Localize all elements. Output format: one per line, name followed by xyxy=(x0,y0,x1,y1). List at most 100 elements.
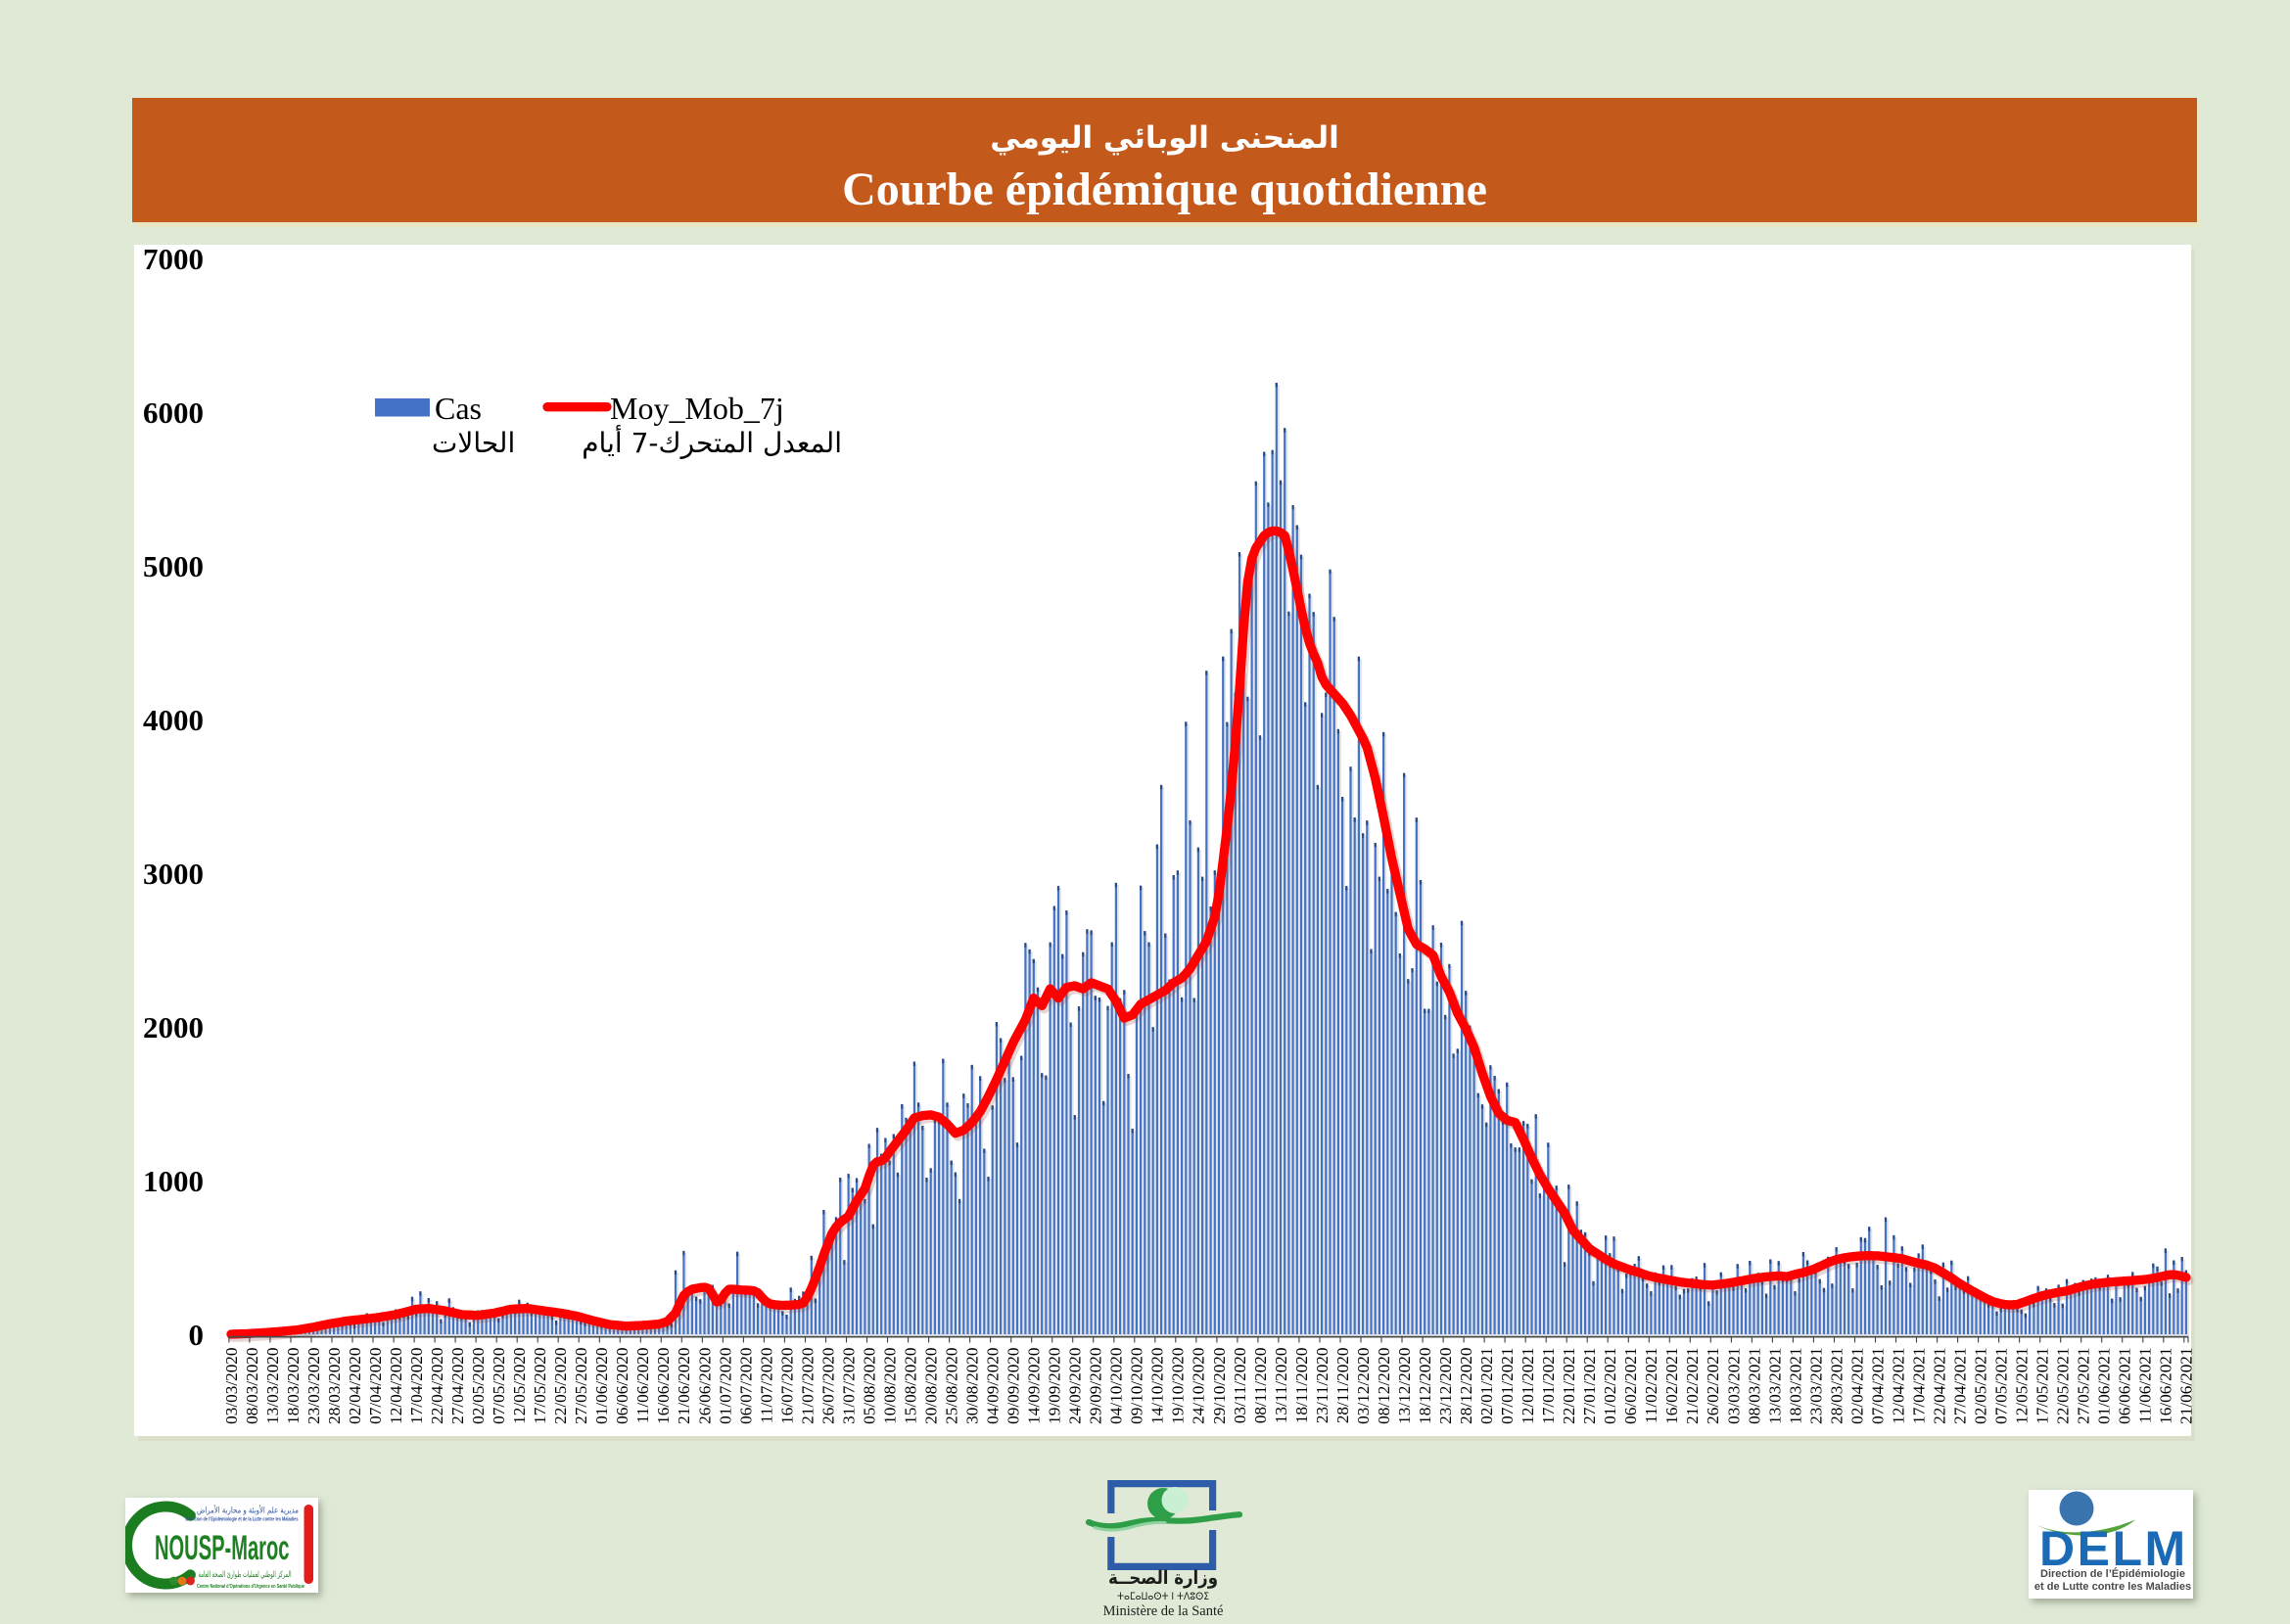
svg-text:13/12/2020: 13/12/2020 xyxy=(1395,1348,1414,1424)
svg-text:19/09/2020: 19/09/2020 xyxy=(1046,1348,1064,1424)
svg-text:19/10/2020: 19/10/2020 xyxy=(1169,1348,1188,1424)
svg-text:11/06/2021: 11/06/2021 xyxy=(2136,1348,2155,1424)
svg-text:07/05/2021: 07/05/2021 xyxy=(1992,1348,2011,1424)
svg-text:17/05/2020: 17/05/2020 xyxy=(531,1348,549,1424)
svg-text:07/05/2020: 07/05/2020 xyxy=(490,1348,508,1424)
svg-text:25/08/2020: 25/08/2020 xyxy=(943,1348,961,1424)
svg-text:01/06/2021: 01/06/2021 xyxy=(2095,1348,2114,1424)
svg-text:15/08/2020: 15/08/2020 xyxy=(902,1348,920,1424)
svg-text:31/07/2020: 31/07/2020 xyxy=(839,1348,858,1424)
svg-text:Cas: Cas xyxy=(435,391,482,426)
svg-text:5000: 5000 xyxy=(143,549,204,583)
svg-text:3000: 3000 xyxy=(143,857,204,891)
svg-text:21/06/2020: 21/06/2020 xyxy=(675,1348,693,1424)
svg-text:26/02/2021: 26/02/2021 xyxy=(1704,1348,1722,1424)
svg-text:27/05/2020: 27/05/2020 xyxy=(572,1348,590,1424)
svg-text:7000: 7000 xyxy=(143,242,204,276)
svg-text:02/01/2021: 02/01/2021 xyxy=(1477,1348,1496,1424)
svg-text:وزارة الصحــة: وزارة الصحــة xyxy=(1108,1567,1218,1589)
svg-text:21/07/2020: 21/07/2020 xyxy=(798,1348,817,1424)
svg-text:16/02/2021: 16/02/2021 xyxy=(1662,1348,1681,1424)
svg-text:ⵜⴰⵎⴰⵡⴰⵙⵜ ⵏ ⵜⴷⵓⵙⵉ: ⵜⴰⵎⴰⵡⴰⵙⵜ ⵏ ⵜⴷⵓⵙⵉ xyxy=(1117,1591,1209,1602)
svg-text:المعدل المتحرك-7 أيام: المعدل المتحرك-7 أيام xyxy=(582,424,842,459)
svg-text:08/03/2021: 08/03/2021 xyxy=(1745,1348,1763,1424)
svg-text:23/03/2021: 23/03/2021 xyxy=(1806,1348,1825,1424)
svg-text:29/09/2020: 29/09/2020 xyxy=(1087,1348,1105,1424)
svg-text:13/11/2020: 13/11/2020 xyxy=(1272,1348,1290,1424)
svg-text:27/04/2021: 27/04/2021 xyxy=(1951,1348,1970,1424)
svg-text:04/10/2020: 04/10/2020 xyxy=(1107,1348,1126,1424)
svg-text:09/09/2020: 09/09/2020 xyxy=(1005,1348,1023,1424)
svg-text:03/12/2020: 03/12/2020 xyxy=(1354,1348,1373,1424)
svg-text:08/12/2020: 08/12/2020 xyxy=(1375,1348,1393,1424)
svg-text:12/05/2021: 12/05/2021 xyxy=(2013,1348,2032,1424)
svg-text:01/02/2021: 01/02/2021 xyxy=(1601,1348,1619,1424)
svg-text:07/04/2020: 07/04/2020 xyxy=(366,1348,385,1424)
svg-text:26/07/2020: 26/07/2020 xyxy=(818,1348,837,1424)
svg-text:06/02/2021: 06/02/2021 xyxy=(1621,1348,1640,1424)
svg-text:NOUSP-Maroc: NOUSP-Maroc xyxy=(155,1529,290,1567)
svg-text:et de Lutte contre les Maladie: et de Lutte contre les Maladies xyxy=(2034,1581,2191,1593)
svg-text:06/07/2020: 06/07/2020 xyxy=(736,1348,755,1424)
svg-text:24/09/2020: 24/09/2020 xyxy=(1066,1348,1085,1424)
svg-text:6000: 6000 xyxy=(143,395,204,430)
svg-text:05/08/2020: 05/08/2020 xyxy=(860,1348,878,1424)
svg-text:17/01/2021: 17/01/2021 xyxy=(1539,1348,1558,1424)
svg-text:03/03/2020: 03/03/2020 xyxy=(222,1348,241,1424)
svg-text:09/10/2020: 09/10/2020 xyxy=(1128,1348,1146,1424)
svg-text:18/03/2020: 18/03/2020 xyxy=(284,1348,303,1424)
svg-text:29/10/2020: 29/10/2020 xyxy=(1210,1348,1229,1424)
svg-text:28/03/2020: 28/03/2020 xyxy=(325,1348,344,1424)
svg-text:23/03/2020: 23/03/2020 xyxy=(304,1348,323,1424)
svg-text:13/03/2021: 13/03/2021 xyxy=(1765,1348,1784,1424)
svg-text:07/01/2021: 07/01/2021 xyxy=(1498,1348,1517,1424)
svg-text:01/07/2020: 01/07/2020 xyxy=(716,1348,734,1424)
svg-text:21/06/2021: 21/06/2021 xyxy=(2177,1348,2196,1424)
svg-text:02/05/2020: 02/05/2020 xyxy=(469,1348,488,1424)
svg-text:24/10/2020: 24/10/2020 xyxy=(1190,1348,1208,1424)
svg-text:14/10/2020: 14/10/2020 xyxy=(1148,1348,1167,1424)
svg-text:1000: 1000 xyxy=(143,1164,204,1198)
svg-text:11/02/2021: 11/02/2021 xyxy=(1642,1348,1660,1424)
svg-text:14/09/2020: 14/09/2020 xyxy=(1025,1348,1044,1424)
svg-text:Moy_Mob_7j: Moy_Mob_7j xyxy=(610,391,784,426)
svg-text:06/06/2021: 06/06/2021 xyxy=(2116,1348,2134,1424)
svg-text:06/06/2020: 06/06/2020 xyxy=(613,1348,631,1424)
svg-text:12/04/2021: 12/04/2021 xyxy=(1889,1348,1907,1424)
svg-text:27/04/2020: 27/04/2020 xyxy=(448,1348,467,1424)
svg-text:الحالات: الحالات xyxy=(432,427,515,459)
svg-text:17/04/2020: 17/04/2020 xyxy=(407,1348,426,1424)
svg-text:22/05/2020: 22/05/2020 xyxy=(551,1348,570,1424)
svg-text:4000: 4000 xyxy=(143,703,204,737)
svg-text:22/04/2020: 22/04/2020 xyxy=(428,1348,446,1424)
svg-text:13/03/2020: 13/03/2020 xyxy=(263,1348,282,1424)
svg-text:Ministère de la Santé: Ministère de la Santé xyxy=(1103,1603,1224,1619)
svg-text:22/01/2021: 22/01/2021 xyxy=(1560,1348,1578,1424)
svg-text:18/03/2021: 18/03/2021 xyxy=(1786,1348,1804,1424)
svg-text:26/06/2020: 26/06/2020 xyxy=(695,1348,714,1424)
svg-text:03/03/2021: 03/03/2021 xyxy=(1724,1348,1743,1424)
svg-text:18/12/2020: 18/12/2020 xyxy=(1416,1348,1434,1424)
svg-text:11/06/2020: 11/06/2020 xyxy=(633,1348,652,1424)
svg-text:03/11/2020: 03/11/2020 xyxy=(1231,1348,1249,1424)
svg-text:28/11/2020: 28/11/2020 xyxy=(1333,1348,1352,1424)
svg-text:18/11/2020: 18/11/2020 xyxy=(1292,1348,1311,1424)
svg-text:2000: 2000 xyxy=(143,1010,204,1044)
svg-text:21/02/2021: 21/02/2021 xyxy=(1683,1348,1702,1424)
svg-text:المركز الوطني لعمليات طوارئ ال: المركز الوطني لعمليات طوارئ الصحة العامة xyxy=(199,1570,292,1580)
svg-text:22/05/2021: 22/05/2021 xyxy=(2054,1348,2073,1424)
svg-text:16/06/2021: 16/06/2021 xyxy=(2157,1348,2175,1424)
svg-text:23/12/2020: 23/12/2020 xyxy=(1436,1348,1455,1424)
svg-text:27/01/2021: 27/01/2021 xyxy=(1580,1348,1599,1424)
svg-text:Direction de l’Epidémiologie e: Direction de l’Epidémiologie et de la Lu… xyxy=(186,1517,299,1523)
svg-text:30/08/2020: 30/08/2020 xyxy=(963,1348,982,1424)
svg-text:27/05/2021: 27/05/2021 xyxy=(2075,1348,2093,1424)
svg-text:Direction de l’Épidémiologie: Direction de l’Épidémiologie xyxy=(2040,1567,2185,1580)
svg-text:22/04/2021: 22/04/2021 xyxy=(1931,1348,1949,1424)
svg-text:Centre National d’Opérations d: Centre National d’Opérations d’Urgence e… xyxy=(197,1584,304,1590)
svg-text:10/08/2020: 10/08/2020 xyxy=(880,1348,899,1424)
svg-text:01/06/2020: 01/06/2020 xyxy=(592,1348,611,1424)
svg-text:08/03/2020: 08/03/2020 xyxy=(243,1348,261,1424)
svg-text:0: 0 xyxy=(189,1318,205,1352)
svg-text:مديرية علم الأوبئة و محاربة ال: مديرية علم الأوبئة و محاربة الأمراض xyxy=(197,1505,299,1516)
